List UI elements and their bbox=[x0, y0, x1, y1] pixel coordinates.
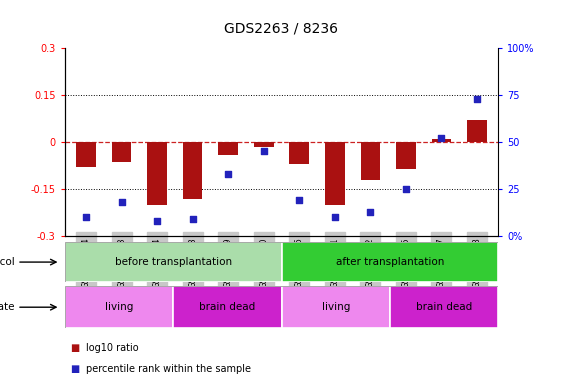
Point bbox=[259, 148, 268, 154]
Text: before transplantation: before transplantation bbox=[114, 257, 232, 267]
Bar bbox=[218, 142, 238, 155]
Bar bbox=[289, 142, 309, 164]
Bar bbox=[183, 142, 203, 199]
Text: percentile rank within the sample: percentile rank within the sample bbox=[86, 364, 251, 374]
Text: living: living bbox=[321, 302, 350, 312]
Bar bbox=[432, 139, 451, 142]
Point bbox=[117, 199, 126, 205]
Point bbox=[224, 171, 233, 177]
Bar bbox=[396, 142, 415, 169]
Bar bbox=[282, 286, 390, 328]
Bar bbox=[282, 242, 498, 282]
Text: ■: ■ bbox=[70, 343, 79, 353]
Text: protocol: protocol bbox=[0, 257, 15, 267]
Point bbox=[330, 214, 339, 220]
Bar bbox=[254, 142, 274, 147]
Bar bbox=[173, 286, 282, 328]
Bar bbox=[467, 120, 486, 142]
Point bbox=[295, 197, 304, 204]
Text: living: living bbox=[105, 302, 133, 312]
Bar bbox=[77, 142, 96, 167]
Bar bbox=[360, 142, 380, 180]
Bar bbox=[65, 286, 173, 328]
Bar bbox=[390, 286, 498, 328]
Text: after transplantation: after transplantation bbox=[336, 257, 444, 267]
Bar bbox=[65, 242, 282, 282]
Text: brain dead: brain dead bbox=[199, 302, 256, 312]
Text: brain dead: brain dead bbox=[416, 302, 472, 312]
Point bbox=[188, 216, 197, 222]
Point bbox=[366, 209, 375, 215]
Bar bbox=[325, 142, 345, 205]
Bar bbox=[112, 142, 131, 162]
Bar bbox=[148, 142, 167, 205]
Text: disease state: disease state bbox=[0, 302, 15, 312]
Point bbox=[401, 186, 410, 192]
Point bbox=[82, 214, 91, 220]
Text: GDS2263 / 8236: GDS2263 / 8236 bbox=[225, 21, 338, 35]
Point bbox=[153, 218, 162, 224]
Point bbox=[472, 96, 481, 102]
Text: log10 ratio: log10 ratio bbox=[86, 343, 138, 353]
Text: ■: ■ bbox=[70, 364, 79, 374]
Point bbox=[437, 135, 446, 141]
